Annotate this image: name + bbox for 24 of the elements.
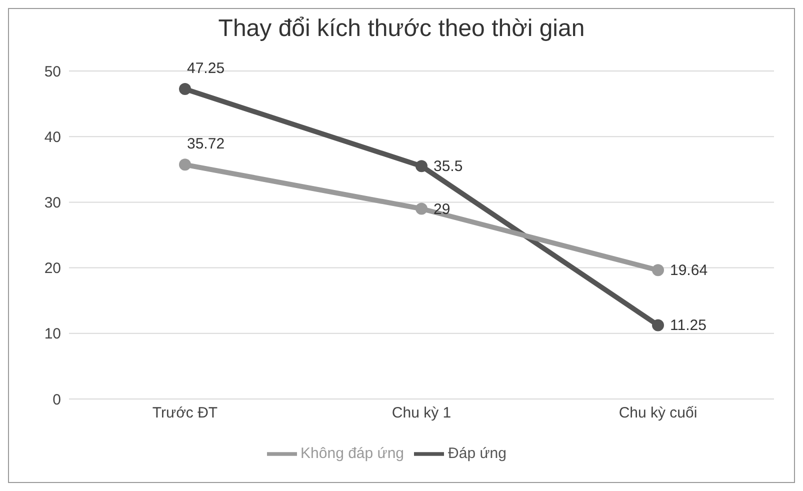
y-tick-label: 50: [44, 63, 61, 80]
x-tick-label: Trước ĐT: [152, 404, 218, 422]
legend-label: Không đáp ứng: [300, 444, 404, 462]
point: [179, 158, 191, 171]
y-tick-label: 0: [52, 391, 61, 408]
x-tick-label: Chu kỳ cuối: [618, 404, 698, 422]
data-label: 35.72: [187, 136, 225, 153]
point: [652, 319, 664, 332]
data-label: 35.5: [434, 158, 463, 176]
legend-label: Đáp ứng: [448, 444, 506, 462]
chart-title: Thay đổi kích thước theo thời gian: [217, 15, 586, 43]
point: [416, 160, 428, 172]
y-tick-label: 30: [44, 194, 61, 212]
point: [652, 264, 664, 276]
y-tick-label: 10: [44, 326, 61, 343]
data-label: 47.25: [187, 60, 225, 78]
data-label: 19.64: [670, 262, 708, 280]
x-tick-label: Chu kỳ 1: [392, 404, 452, 422]
point: [179, 83, 191, 96]
data-label: 11.25: [670, 317, 706, 334]
point: [416, 202, 428, 215]
y-tick-label: 20: [44, 260, 61, 278]
y-tick-label: 40: [44, 128, 61, 146]
data-label: 29: [434, 200, 450, 218]
